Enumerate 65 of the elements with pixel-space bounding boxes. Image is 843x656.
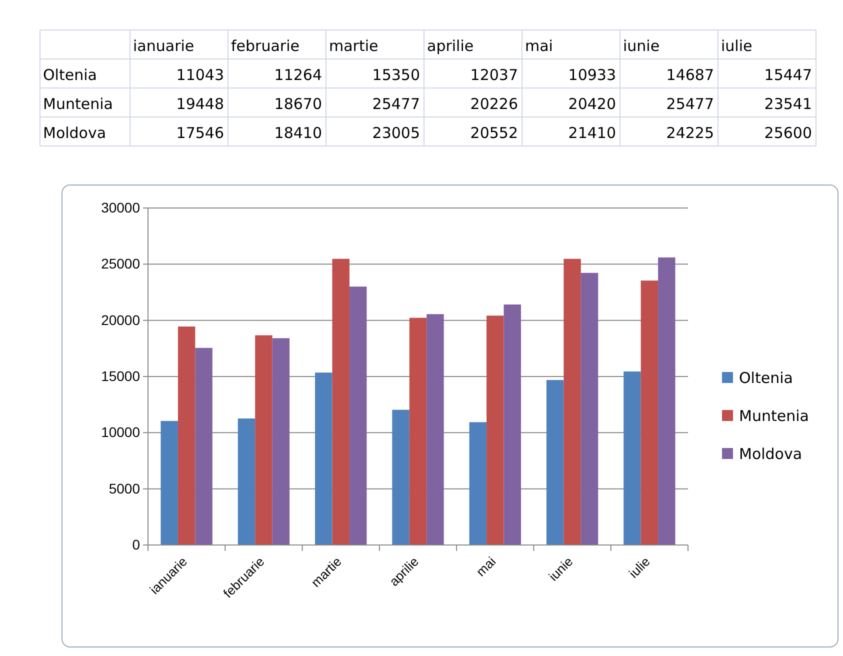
- data-label: 20226: [470, 95, 518, 113]
- bar: [486, 316, 504, 545]
- y-tick-label: 25000: [101, 256, 140, 272]
- data-label: 14687: [666, 66, 714, 84]
- legend-label: Oltenia: [739, 369, 793, 387]
- data-label: 11043: [176, 66, 224, 84]
- category-label: ianuarie: [133, 37, 194, 55]
- bar: [426, 314, 444, 545]
- data-label: 25477: [666, 95, 714, 113]
- category-label: februarie: [231, 37, 300, 55]
- data-label: 15350: [372, 66, 420, 84]
- data-label: 21410: [568, 124, 616, 142]
- data-label: 15447: [764, 66, 812, 84]
- bar: [624, 371, 641, 545]
- bar: [272, 338, 290, 545]
- bar: [504, 304, 521, 545]
- category-label: iunie: [623, 37, 660, 55]
- category-label: aprilie: [427, 37, 474, 55]
- bar: [349, 286, 367, 545]
- data-label: 10933: [568, 66, 616, 84]
- bar: [238, 418, 256, 545]
- text: Oltenia: [43, 66, 97, 84]
- x-tick-label: iunie: [546, 554, 576, 584]
- bar: [178, 326, 196, 545]
- bar: [332, 258, 350, 545]
- category-label: martie: [329, 37, 378, 55]
- y-tick-label: 5000: [108, 480, 140, 496]
- legend-label: Muntenia: [739, 407, 809, 425]
- y-tick-label: 15000: [101, 368, 140, 384]
- y-tick-label: 30000: [101, 199, 140, 216]
- data-label: 19448: [176, 95, 224, 113]
- y-tick-label: 0: [132, 536, 140, 552]
- bar: [255, 335, 272, 545]
- data-label: 12037: [470, 66, 518, 84]
- category-label: iulie: [721, 37, 752, 55]
- data-label: 23005: [372, 124, 420, 142]
- bar: [564, 258, 581, 545]
- legend-label: Moldova: [739, 445, 802, 463]
- bar: [546, 380, 564, 545]
- x-tick-label: mai: [473, 554, 499, 580]
- data-label: 20420: [568, 95, 616, 113]
- bar: [160, 420, 178, 545]
- data-label: 11264: [274, 66, 322, 84]
- data-label: 20552: [470, 124, 518, 142]
- x-tick-label: iulie: [626, 554, 653, 581]
- data-label: 18410: [274, 124, 322, 142]
- data-label: 25477: [372, 95, 420, 113]
- text: Moldova: [43, 124, 106, 142]
- bar: [640, 280, 658, 545]
- bar: [392, 410, 410, 545]
- bar: [658, 257, 676, 545]
- category-label: mai: [525, 37, 553, 55]
- bar: [409, 318, 427, 545]
- bar: [195, 348, 212, 545]
- text: Muntenia: [43, 95, 113, 113]
- bar: [580, 272, 598, 545]
- data-label: 23541: [764, 95, 812, 113]
- y-tick-label: 20000: [101, 312, 140, 328]
- data-label: 24225: [666, 124, 714, 142]
- data-label: 17546: [176, 124, 224, 142]
- bar: [469, 422, 487, 545]
- y-tick-label: 10000: [101, 424, 140, 440]
- data-label: 18670: [274, 95, 322, 113]
- data-label: 25600: [764, 124, 812, 142]
- bar: [315, 372, 332, 545]
